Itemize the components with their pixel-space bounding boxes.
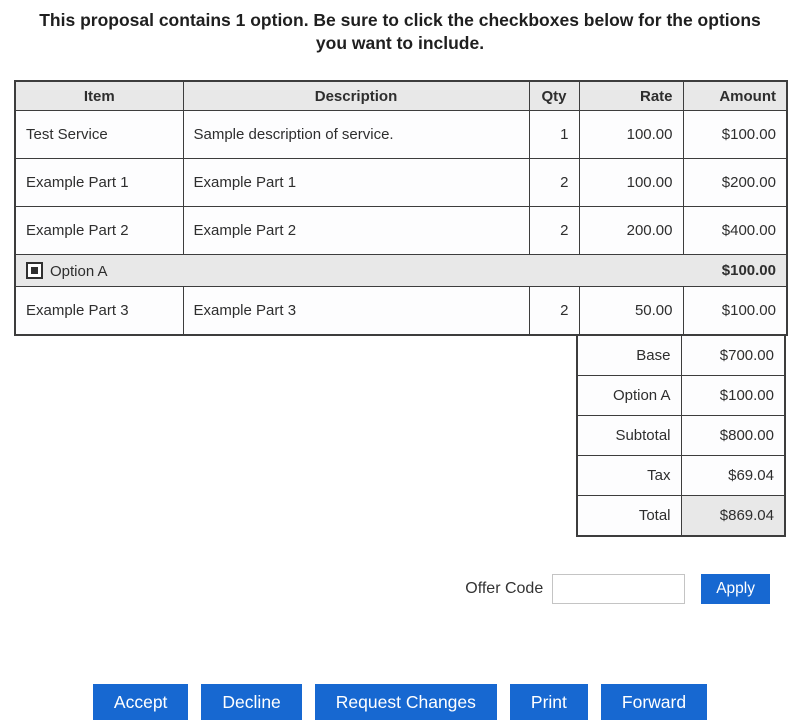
- cell-rate: 100.00: [578, 158, 684, 208]
- forward-button[interactable]: Forward: [600, 684, 708, 720]
- table-row: Example Part 2 Example Part 2 2 200.00 $…: [14, 206, 788, 256]
- offer-code-row: Offer Code Apply: [14, 574, 786, 605]
- cell-qty: 1: [528, 110, 580, 160]
- proposal-content: Item Description Qty Rate Amount Test Se…: [14, 80, 788, 605]
- table-row: Test Service Sample description of servi…: [14, 110, 788, 160]
- summary-value: $800.00: [680, 415, 786, 457]
- cell-description: Example Part 3: [182, 286, 530, 336]
- cell-description: Example Part 2: [182, 206, 530, 256]
- summary-label: Total: [576, 495, 682, 537]
- col-header-description: Description: [182, 80, 530, 112]
- summary-value: $700.00: [680, 334, 786, 377]
- cell-description: Sample description of service.: [182, 110, 530, 160]
- summary-label: Option A: [576, 375, 682, 417]
- cell-rate: 100.00: [578, 110, 684, 160]
- request-changes-button[interactable]: Request Changes: [314, 684, 497, 720]
- line-items-table: Item Description Qty Rate Amount Test Se…: [14, 80, 788, 337]
- accept-button[interactable]: Accept: [92, 684, 189, 720]
- print-button[interactable]: Print: [509, 684, 588, 720]
- apply-button[interactable]: Apply: [701, 574, 770, 605]
- summary-row-total: Total $869.04: [576, 495, 786, 537]
- summary-value: $100.00: [680, 375, 786, 417]
- action-buttons-row: Accept Decline Request Changes Print For…: [0, 684, 800, 720]
- proposal-instructions: This proposal contains 1 option. Be sure…: [0, 9, 800, 55]
- col-header-rate: Rate: [578, 80, 684, 112]
- table-header-row: Item Description Qty Rate Amount: [14, 80, 788, 112]
- summary-label: Base: [576, 334, 682, 377]
- option-row: Option A $100.00: [14, 254, 788, 288]
- decline-button[interactable]: Decline: [201, 684, 302, 720]
- cell-item: Example Part 2: [14, 206, 184, 256]
- summary-total-value: $869.04: [680, 495, 786, 537]
- totals-summary-table: Base $700.00 Option A $100.00 Subtotal $…: [576, 334, 786, 538]
- cell-item: Example Part 3: [14, 286, 184, 336]
- proposal-instructions-line2: you want to include.: [315, 33, 485, 54]
- cell-qty: 2: [528, 206, 580, 256]
- summary-label: Subtotal: [576, 415, 682, 457]
- cell-qty: 2: [528, 158, 580, 208]
- proposal-instructions-line1: This proposal contains 1 option. Be sure…: [39, 10, 761, 30]
- summary-row-tax: Tax $69.04: [576, 455, 786, 497]
- offer-code-label: Offer Code: [465, 580, 544, 598]
- cell-amount: $400.00: [682, 206, 788, 256]
- summary-value: $69.04: [680, 455, 786, 497]
- cell-amount: $100.00: [682, 110, 788, 160]
- cell-amount: $200.00: [682, 158, 788, 208]
- col-header-amount: Amount: [682, 80, 788, 112]
- summary-row-base: Base $700.00: [576, 334, 786, 377]
- cell-rate: 50.00: [578, 286, 684, 336]
- cell-amount: $100.00: [682, 286, 788, 336]
- option-amount: $100.00: [683, 254, 788, 288]
- table-row: Example Part 3 Example Part 3 2 50.00 $1…: [14, 286, 788, 336]
- col-header-item: Item: [14, 80, 184, 112]
- cell-item: Example Part 1: [14, 158, 184, 208]
- table-row: Example Part 1 Example Part 1 2 100.00 $…: [14, 158, 788, 208]
- cell-description: Example Part 1: [182, 158, 530, 208]
- option-label: Option A: [50, 262, 108, 280]
- summary-row-subtotal: Subtotal $800.00: [576, 415, 786, 457]
- option-checkbox[interactable]: [26, 261, 43, 279]
- summary-label: Tax: [576, 455, 682, 497]
- offer-code-input[interactable]: [552, 574, 686, 605]
- cell-item: Test Service: [14, 110, 184, 160]
- cell-rate: 200.00: [578, 206, 684, 256]
- summary-row-option: Option A $100.00: [576, 375, 786, 417]
- col-header-qty: Qty: [528, 80, 580, 112]
- option-label-cell: Option A: [14, 254, 683, 288]
- checkbox-checked-mark: [31, 266, 38, 274]
- cell-qty: 2: [528, 286, 580, 336]
